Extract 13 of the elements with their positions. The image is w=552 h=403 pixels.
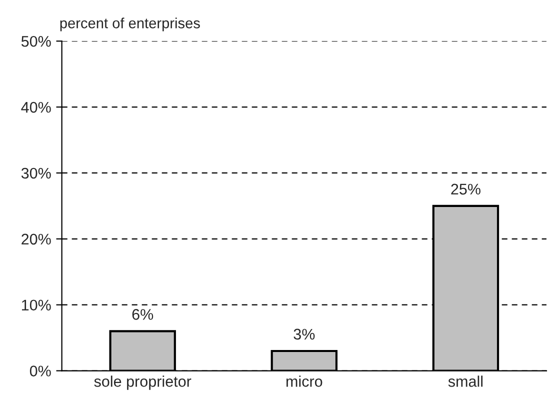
y-tick-label: 30% bbox=[21, 168, 51, 179]
y-tick-label: 20% bbox=[22, 234, 51, 245]
data-label: 25% bbox=[451, 184, 480, 195]
data-label: 3% bbox=[294, 328, 315, 340]
data-label: 6% bbox=[132, 309, 154, 320]
x-tick-label: sole proprietor bbox=[94, 376, 192, 390]
y-tick-label: 10% bbox=[22, 300, 51, 311]
y-tick-label: 50% bbox=[21, 36, 51, 47]
y-tick-label: 40% bbox=[21, 102, 51, 113]
x-tick-label: micro bbox=[286, 376, 322, 387]
y-tick-label: 0% bbox=[30, 366, 51, 376]
x-tick-label: small bbox=[448, 376, 483, 387]
y-axis-title: percent of enterprises bbox=[60, 18, 200, 32]
